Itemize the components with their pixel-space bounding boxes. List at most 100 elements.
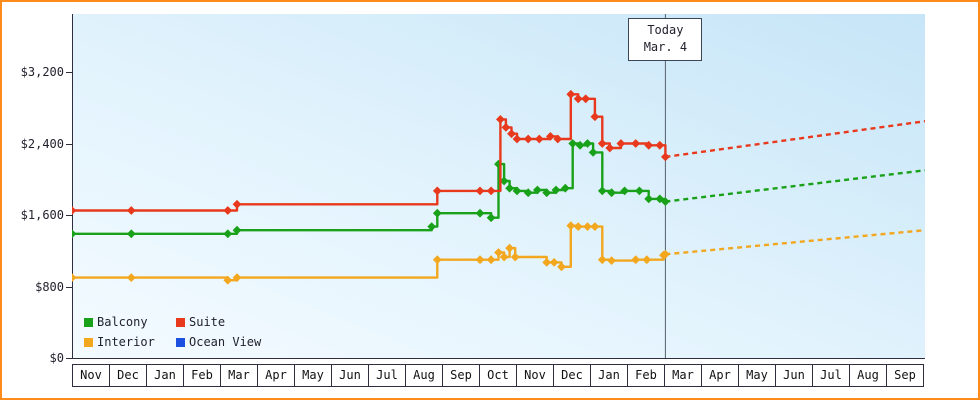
data-point-interior <box>486 255 496 265</box>
data-point-suite <box>605 143 615 153</box>
data-point-suite <box>616 139 626 148</box>
data-point-interior <box>510 252 520 262</box>
data-point-balcony <box>542 188 552 198</box>
month-cell-nov: Nov <box>72 364 110 387</box>
data-point-balcony <box>427 222 437 231</box>
today-date: Mar. 4 <box>643 40 688 54</box>
y-axis-tick-label: $800 <box>35 279 64 294</box>
data-point-suite <box>512 134 522 144</box>
y-axis-tick <box>66 358 72 359</box>
month-cell-aug: Aug <box>849 364 887 387</box>
legend-item-interior: Interior <box>84 335 176 349</box>
data-point-interior <box>72 273 77 282</box>
month-cell-oct: Oct <box>479 364 517 387</box>
data-point-suite <box>486 186 496 196</box>
data-point-balcony <box>607 188 616 198</box>
data-point-balcony <box>644 194 654 204</box>
data-point-balcony <box>661 197 670 206</box>
data-point-balcony <box>72 229 77 239</box>
data-point-balcony <box>499 176 509 186</box>
data-point-interior <box>590 222 600 231</box>
data-point-suite <box>534 134 544 144</box>
data-point-balcony <box>432 208 442 218</box>
legend-item-ocean-view: Ocean View <box>176 335 261 349</box>
data-point-suite <box>126 206 136 215</box>
data-point-balcony <box>533 185 542 195</box>
today-label: Today <box>647 23 684 37</box>
month-axis: Nov Dec Jan Feb Mar Apr May Jun Jul Aug Sep Oct Nov D… <box>72 364 924 387</box>
data-point-interior <box>607 256 616 265</box>
data-point-interior <box>583 222 592 231</box>
data-point-balcony <box>575 140 585 150</box>
month-cell-apr: Apr <box>257 364 295 387</box>
y-axis-tick-label: $1,600 <box>20 208 64 222</box>
forecast-line-suite <box>665 120 925 159</box>
data-point-balcony <box>512 186 522 196</box>
month-cell-nov: Nov <box>516 364 554 387</box>
data-point-interior <box>549 258 559 267</box>
month-cell-may: May <box>738 364 776 387</box>
data-point-interior <box>573 222 583 231</box>
data-point-suite <box>523 134 533 144</box>
data-point-balcony <box>494 159 503 169</box>
forecast-line-balcony <box>665 169 925 203</box>
month-cell-mar: Mar <box>220 364 258 387</box>
data-point-balcony <box>551 185 561 195</box>
data-point-suite <box>432 186 442 196</box>
legend-label: Suite <box>189 315 226 329</box>
data-point-suite <box>590 112 600 122</box>
legend-swatch-interior <box>84 337 93 347</box>
data-point-interior <box>475 255 485 265</box>
data-point-interior <box>494 248 503 257</box>
y-axis-tick-label: $2,400 <box>20 136 64 151</box>
month-cell-dec: Dec <box>109 364 147 387</box>
data-point-suite <box>553 134 563 144</box>
legend-label: Ocean View <box>189 335 262 349</box>
month-cell-aug: Aug <box>405 364 443 387</box>
data-point-suite <box>631 139 641 148</box>
data-point-interior <box>597 255 607 265</box>
data-point-suite <box>573 94 583 104</box>
data-point-suite <box>501 123 511 132</box>
data-point-suite <box>644 140 654 150</box>
data-point-balcony <box>505 183 514 193</box>
data-point-balcony <box>223 229 233 239</box>
month-cell-sep: Sep <box>886 364 924 387</box>
data-point-balcony <box>597 186 607 196</box>
data-point-balcony <box>523 188 533 198</box>
month-cell-jan: Jan <box>590 364 628 387</box>
month-cell-jun: Jun <box>331 364 369 387</box>
data-point-balcony <box>620 186 629 196</box>
data-point-interior <box>661 249 670 259</box>
y-axis-tick <box>66 72 72 73</box>
data-point-suite <box>546 132 555 141</box>
chart-canvas <box>72 14 925 359</box>
data-point-balcony <box>475 208 485 218</box>
data-point-suite <box>661 152 670 162</box>
legend-label: Balcony <box>97 315 148 329</box>
y-axis-tick <box>66 143 72 145</box>
data-point-balcony <box>583 139 592 148</box>
data-point-interior <box>642 255 652 265</box>
data-point-interior <box>505 243 514 253</box>
month-cell-feb: Feb <box>627 364 665 387</box>
data-point-suite <box>655 140 665 150</box>
forecast-line-interior <box>665 229 925 256</box>
data-point-suite <box>581 94 591 104</box>
data-point-suite <box>223 206 233 215</box>
data-point-suite <box>566 89 576 99</box>
legend-item-suite: Suite <box>176 315 261 329</box>
data-point-balcony <box>126 229 136 239</box>
month-cell-jul: Jul <box>812 364 850 387</box>
data-point-interior <box>232 273 242 282</box>
data-point-balcony <box>232 225 242 235</box>
data-point-suite <box>72 206 77 215</box>
month-cell-sep: Sep <box>442 364 480 387</box>
data-point-suite <box>496 115 505 124</box>
data-point-interior <box>223 275 233 285</box>
month-cell-dec: Dec <box>553 364 591 387</box>
month-cell-feb: Feb <box>183 364 221 387</box>
plot-area <box>72 14 925 359</box>
data-point-interior <box>126 273 136 282</box>
data-point-interior <box>557 262 566 272</box>
